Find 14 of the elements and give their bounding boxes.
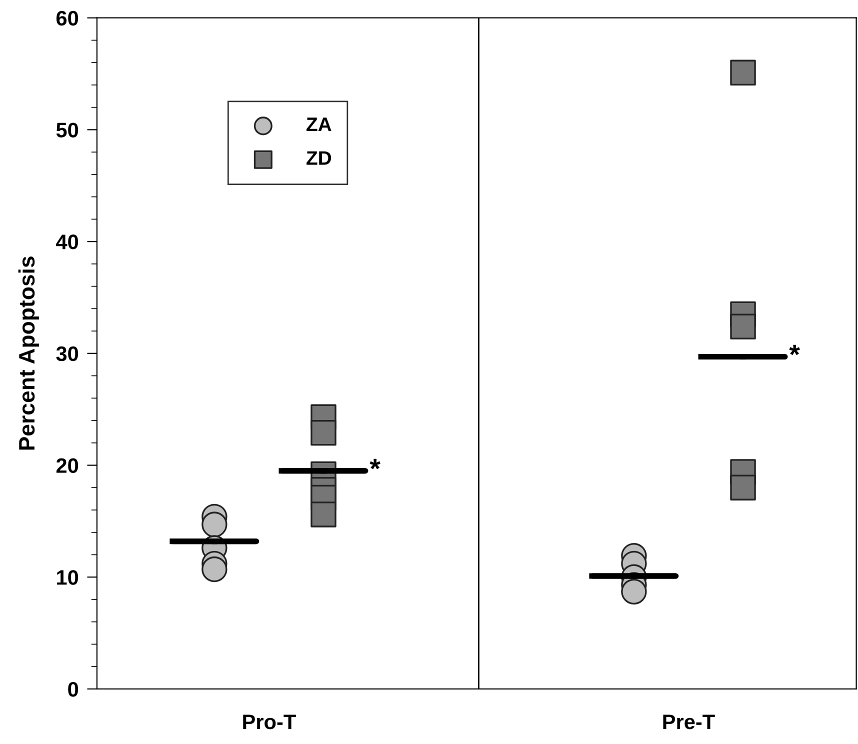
y-tick-label: 40 [56,234,78,250]
y-tick-label: 20 [56,458,78,473]
annotation: * [789,344,800,356]
y-axis-title: Percent Apoptosis [18,256,40,450]
y-tick-label: 30 [56,346,78,362]
y-tick-label: 10 [57,570,78,585]
x-tick-label: Pre-T [663,714,715,730]
y-tick-label: 60 [56,10,78,26]
y-tick-label: 50 [56,122,78,138]
annotation: * [370,458,380,470]
y-tick-label: 0 [68,682,78,697]
legend-label: ZA [306,118,332,132]
x-tick-label: Pro-T [243,714,296,730]
legend-label: ZD [306,151,332,165]
